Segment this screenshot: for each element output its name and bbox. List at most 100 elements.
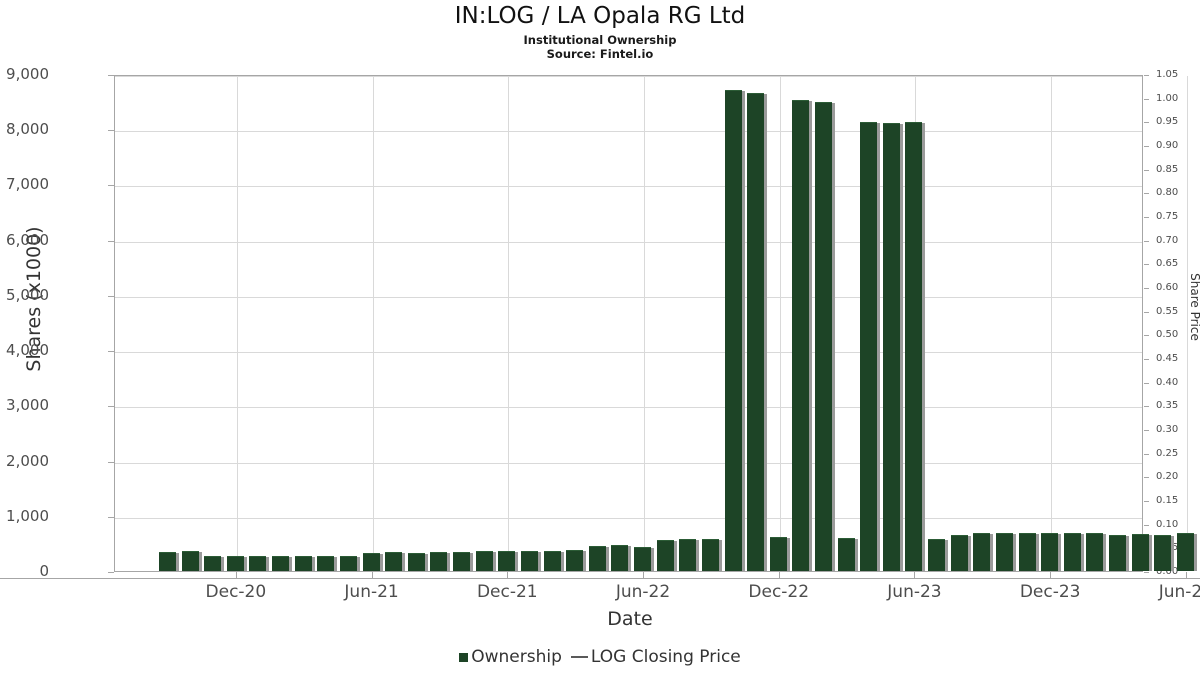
- gridline-horizontal: [115, 517, 1142, 519]
- bar[interactable]: [1086, 533, 1107, 571]
- chart-title: IN:LOG / LA Opala RG Ltd: [454, 3, 746, 29]
- y-tick-mark-left: [108, 516, 114, 518]
- bar[interactable]: [1063, 533, 1084, 571]
- legend-item[interactable]: Ownership: [459, 647, 562, 667]
- bar[interactable]: [362, 553, 383, 571]
- bar[interactable]: [1041, 533, 1062, 571]
- y-tick-label-left: 5,000: [6, 285, 49, 304]
- bar-body: [226, 556, 244, 571]
- bar[interactable]: [588, 545, 609, 571]
- y-tick-mark-right: [1144, 75, 1149, 76]
- y-tick-mark-right: [1144, 359, 1149, 360]
- y-tick-mark-left: [108, 185, 114, 187]
- y-tick-label-right: 0.95: [1156, 116, 1179, 128]
- bar[interactable]: [181, 550, 202, 571]
- bar-body: [1154, 534, 1172, 571]
- bar[interactable]: [566, 550, 587, 571]
- y-tick-mark-right: [1144, 288, 1149, 289]
- gridline-horizontal: [115, 296, 1142, 298]
- y-tick-label-right: 0.50: [1156, 329, 1179, 341]
- bar[interactable]: [272, 555, 293, 571]
- bar-body: [430, 551, 448, 571]
- bar-body: [1086, 533, 1104, 571]
- bar[interactable]: [204, 556, 225, 571]
- bar[interactable]: [995, 533, 1016, 571]
- bar[interactable]: [769, 536, 790, 571]
- bar-body: [928, 538, 946, 571]
- bar[interactable]: [747, 93, 768, 571]
- y-tick-label-right: 0.70: [1156, 234, 1179, 246]
- bar[interactable]: [1154, 534, 1175, 571]
- y-tick-label-right: 0.20: [1156, 471, 1179, 483]
- y-tick-mark-right: [1144, 98, 1149, 100]
- bar[interactable]: [634, 546, 655, 571]
- bar[interactable]: [543, 550, 564, 571]
- x-tick-mark: [371, 572, 373, 579]
- bar[interactable]: [520, 550, 541, 571]
- gridline-horizontal: [115, 352, 1142, 354]
- bar-body: [973, 533, 991, 571]
- bar[interactable]: [159, 551, 179, 571]
- bar[interactable]: [498, 551, 519, 571]
- bar-body: [837, 537, 855, 571]
- bar[interactable]: [701, 538, 722, 571]
- y-tick-mark-right: [1144, 311, 1149, 313]
- y-tick-label-left: 4,000: [6, 341, 49, 360]
- bar[interactable]: [679, 539, 700, 571]
- bar[interactable]: [656, 540, 677, 571]
- bar[interactable]: [249, 556, 270, 571]
- bar[interactable]: [385, 552, 406, 571]
- bar[interactable]: [973, 533, 994, 571]
- y-tick-label-right: 1.00: [1156, 92, 1179, 104]
- legend-item-label: LOG Closing Price: [590, 647, 741, 667]
- x-tick-mark: [914, 572, 916, 579]
- bar-body: [656, 540, 674, 571]
- bar[interactable]: [814, 101, 835, 571]
- x-axis-label: Date: [607, 608, 653, 630]
- bar[interactable]: [226, 556, 247, 571]
- bar[interactable]: [905, 121, 926, 571]
- bar[interactable]: [1109, 534, 1130, 571]
- y-tick-label-right: 0.25: [1156, 447, 1179, 459]
- bar[interactable]: [317, 555, 338, 571]
- y-tick-label-right: 0.80: [1156, 187, 1179, 199]
- bar[interactable]: [837, 537, 858, 571]
- y-tick-label-right: 0.00: [1156, 566, 1179, 577]
- bar[interactable]: [1131, 534, 1152, 571]
- chart-legend: Ownership LOG Closing Price: [0, 647, 1200, 667]
- bar[interactable]: [294, 555, 315, 571]
- bar[interactable]: [611, 545, 632, 571]
- bar[interactable]: [1018, 533, 1039, 571]
- y-tick-mark-left: [108, 130, 114, 132]
- bar[interactable]: [882, 122, 903, 571]
- gridline-vertical: [372, 76, 374, 571]
- bar[interactable]: [950, 535, 971, 571]
- bar-body: [1018, 533, 1036, 571]
- x-tick-label: Jun-24: [1158, 582, 1200, 602]
- bar[interactable]: [430, 551, 451, 571]
- gridline-horizontal: [115, 462, 1142, 464]
- bar[interactable]: [928, 538, 949, 571]
- bar-body: [747, 93, 765, 571]
- bar-body: [407, 552, 425, 571]
- y-tick-label-right: 0.45: [1156, 353, 1179, 364]
- legend-item[interactable]: LOG Closing Price: [562, 647, 741, 667]
- bar[interactable]: [475, 551, 496, 571]
- bar[interactable]: [1176, 533, 1197, 571]
- bar[interactable]: [407, 552, 428, 571]
- x-tick-mark: [643, 572, 645, 579]
- y-tick-mark-right: [1144, 382, 1149, 384]
- bar-body: [294, 555, 312, 571]
- bar[interactable]: [724, 89, 745, 571]
- bar-body: [159, 551, 176, 571]
- bar[interactable]: [453, 551, 474, 571]
- bar[interactable]: [860, 121, 881, 571]
- gridline-vertical: [1051, 76, 1053, 571]
- y-tick-label-left: 6,000: [6, 230, 49, 249]
- chart-source: Source: Fintel.io: [546, 47, 654, 61]
- bar[interactable]: [339, 556, 360, 571]
- y-tick-label-left: 2,000: [6, 451, 49, 470]
- x-tick-label: Dec-22: [748, 582, 810, 602]
- bar[interactable]: [792, 100, 813, 571]
